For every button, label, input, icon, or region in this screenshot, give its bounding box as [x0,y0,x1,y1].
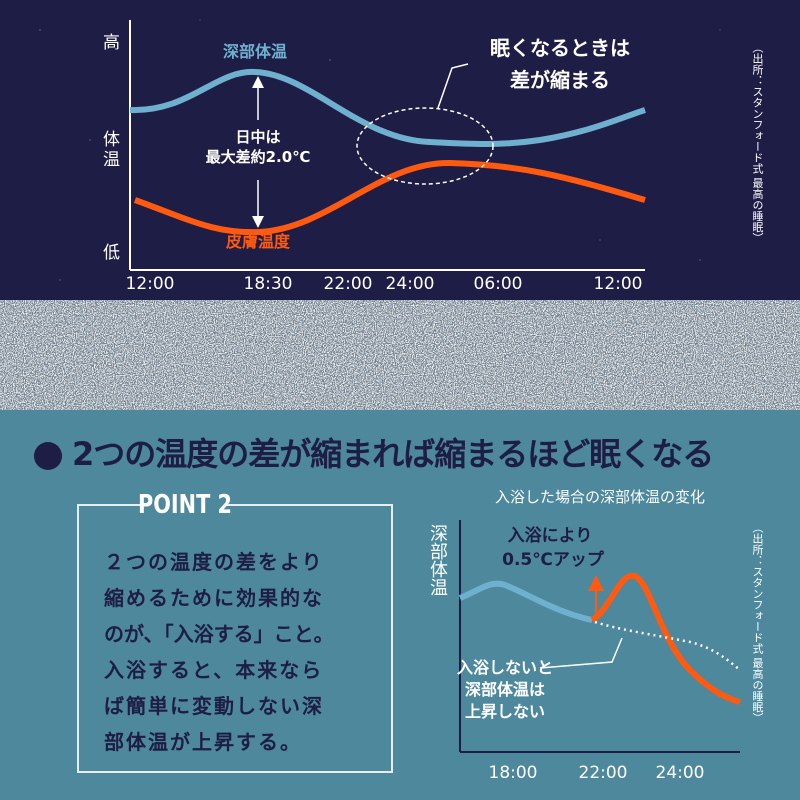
x-label: 24:00 [655,763,705,783]
no-bath-note-1: 入浴しないと [456,658,554,677]
skin-label: 皮膚温度 [225,232,291,251]
y-label-low: 低 [103,243,120,263]
bottom-axes [459,520,740,753]
x-label: 22:00 [323,274,373,294]
point-body: のが、「入浴する」こと。 [104,622,334,646]
diff-note-1: 日中は [235,128,281,146]
night-panel [0,0,800,330]
no-bath-curve [594,620,741,671]
bottom-title: 入浴した場合の深部体温の変化 [494,488,706,506]
point-body: 部体温が上昇する。 [104,730,302,754]
source-bottom: （出所：スタンフォード式 最高の睡眠） [751,522,764,724]
point-body: ２つの温度の差をより [104,550,324,574]
callout-1: 眠くなるときは [490,36,630,60]
stars [39,19,721,281]
point-body: 縮めるために効果的な [104,586,324,610]
x-label: 18:00 [488,763,538,783]
callout-2: 差が縮まる [510,68,610,92]
bath-temp-curve [590,572,741,705]
no-bath-leader [539,637,623,669]
no-bath-note-2: 深部体温は [464,680,546,699]
highlight-ellipse [356,107,494,185]
x-label: 06:00 [473,274,523,294]
texture-noise [0,300,800,410]
point-body: ば簡単に変動しない深 [104,694,324,718]
heading: 2つの温度の差が縮まれば縮まるほど眠くなる [72,435,714,473]
core-temp-curve-bath [458,580,593,623]
callout-leader [437,63,469,109]
bath-note-1: 入浴により [507,526,593,546]
bath-note-2: 0.5℃アップ [502,550,604,570]
skin-temp-curve [133,159,646,236]
core-temp-curve [129,68,646,147]
x-label: 24:00 [385,274,435,294]
y-label-temp: 体温 [99,130,119,170]
point-title: POINT 2 [138,490,232,520]
top-axes [129,20,645,271]
no-bath-note-3: 上昇しない [464,702,546,721]
point-box [77,504,393,773]
diff-note-2: 最大差約2.0℃ [205,148,311,166]
core-label: 深部体温 [222,42,288,61]
y-label-high: 高 [103,33,120,53]
x-label: 12:00 [125,274,175,294]
source-top: （出所：スタンフォード式 最高の睡眠） [751,42,764,244]
x-label: 22:00 [578,763,628,783]
x-label: 12:00 [593,274,643,294]
x-label: 18:30 [243,274,293,294]
point-body: 入浴すると、本来なら [104,658,324,682]
bottom-y-label: 深部体温 [427,524,448,596]
heading-bullet [34,442,62,470]
